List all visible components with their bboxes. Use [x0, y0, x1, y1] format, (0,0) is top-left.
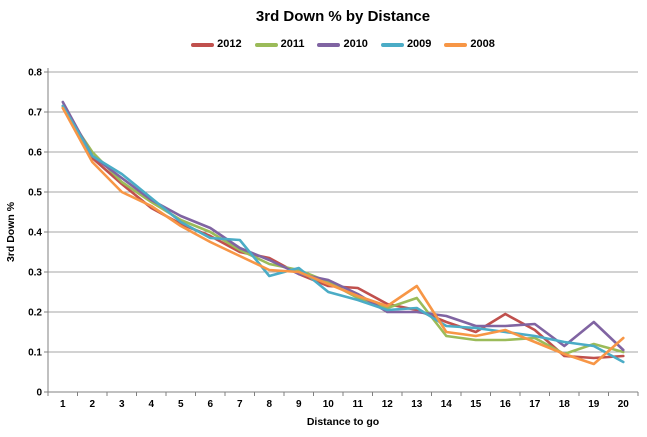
x-axis-title: Distance to go [307, 416, 379, 428]
legend-swatch-2011 [254, 42, 278, 47]
y-tick-label: 0.3 [28, 268, 42, 279]
legend-label: 2008 [470, 38, 495, 50]
y-axis-title: 3rd Down % [5, 201, 17, 262]
x-tick-label: 17 [529, 399, 541, 410]
legend-item-2008: 2008 [444, 38, 495, 50]
x-tick-label: 2 [89, 399, 95, 410]
legend-swatch-2009 [380, 42, 404, 47]
y-tick-label: 0.2 [28, 308, 42, 319]
x-tick-label: 20 [618, 399, 630, 410]
legend-label: 2010 [343, 38, 368, 50]
x-tick-label: 12 [382, 399, 394, 410]
legend-item-2011: 2011 [254, 38, 305, 50]
x-tick-label: 3 [119, 399, 125, 410]
series-line-2008 [61, 106, 625, 366]
legend-label: 2012 [217, 38, 242, 50]
legend-label: 2011 [280, 38, 305, 50]
y-tick-label: 0.4 [28, 228, 42, 239]
x-tick-label: 8 [266, 399, 272, 410]
x-tick-label: 6 [207, 399, 213, 410]
series-line-2010 [61, 100, 625, 352]
y-tick-label: 0.7 [28, 108, 42, 119]
x-tick-label: 1 [60, 399, 66, 410]
gridlines [48, 71, 638, 353]
x-tick-label: 5 [178, 399, 184, 410]
legend: 2012 2011 2010 2009 2008 [48, 39, 638, 50]
x-tick-label: 15 [470, 399, 482, 410]
legend-item-2012: 2012 [191, 38, 242, 50]
series-line-2009 [61, 104, 625, 364]
series-line-2011 [61, 106, 625, 356]
chart-title: 3rd Down % by Distance [255, 8, 431, 25]
y-tick-label: 0.8 [28, 68, 42, 79]
x-tick-label: 11 [352, 399, 363, 410]
legend-item-2010: 2010 [317, 38, 368, 50]
x-tick-label: 7 [237, 399, 243, 410]
y-tick-label: 0.6 [28, 148, 42, 159]
x-tick-label: 14 [441, 399, 453, 410]
x-tick-label: 13 [411, 399, 423, 410]
x-tick-label: 19 [588, 399, 600, 410]
legend-label: 2009 [406, 38, 432, 50]
y-tick-label: 0 [36, 388, 42, 399]
legend-swatch-2008 [444, 42, 468, 47]
x-tick-label: 4 [148, 399, 154, 410]
x-tick-label: 16 [500, 399, 512, 410]
x-tick-label: 10 [323, 399, 335, 410]
x-tick-label: 9 [296, 399, 302, 410]
legend-swatch-2012 [191, 42, 215, 47]
y-tick-label: 0.1 [28, 348, 42, 359]
x-tick-label: 18 [559, 399, 571, 410]
legend-swatch-2010 [317, 42, 341, 47]
legend-item-2009: 2009 [380, 38, 432, 50]
y-tick-label: 0.5 [28, 188, 42, 199]
